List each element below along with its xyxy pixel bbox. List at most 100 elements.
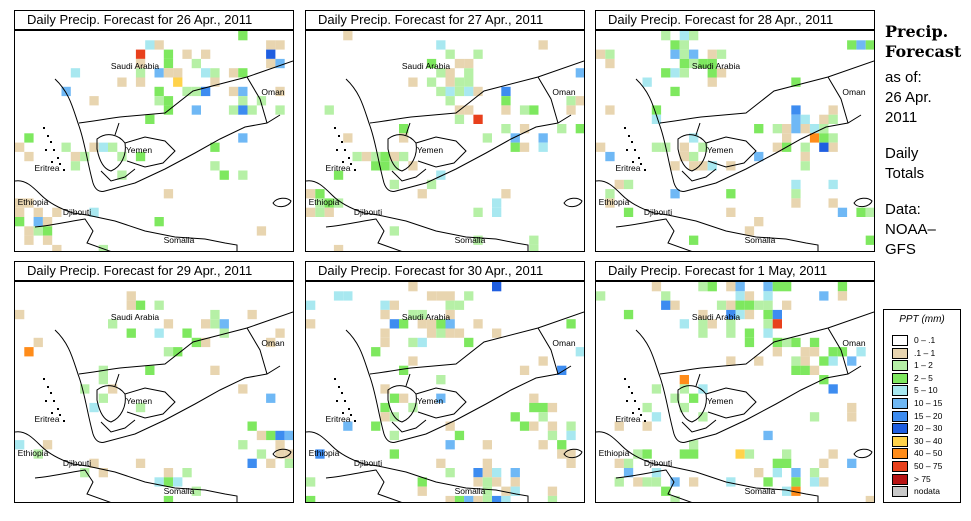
legend-label: 40 – 50: [914, 448, 943, 459]
precip-cell: [201, 86, 211, 97]
precip-cell: [266, 40, 276, 50]
precip-cell: [707, 282, 717, 292]
precip-cell: [238, 86, 248, 97]
precip-cell: [228, 68, 239, 78]
precip-cell: [191, 86, 201, 97]
map-label-oman: Oman: [842, 338, 865, 348]
precip-cell: [501, 495, 511, 502]
precip-cell: [651, 282, 662, 292]
precip-cell: [333, 244, 344, 251]
legend-swatch: [892, 486, 908, 498]
map-svg: Saudi Arabia Oman Yemen Eritrea Ethiopia Djib…: [596, 31, 874, 251]
precip-cell: [726, 477, 736, 487]
precip-cell: [454, 86, 465, 97]
precip-cell: [809, 347, 820, 357]
red-sea-islands: [43, 127, 65, 171]
precip-cell: [819, 477, 829, 487]
oman-border: [246, 76, 268, 124]
precip-cell: [98, 468, 108, 478]
precip-cell: [108, 319, 118, 329]
precip-cell: [651, 105, 662, 115]
precip-cell: [744, 449, 755, 459]
precip-cell: [436, 40, 446, 50]
precip-cell: [782, 124, 792, 134]
djibouti-border: [615, 218, 692, 251]
map-labels: Saudi Arabia Oman Yemen Eritrea Ethiopia Djib…: [599, 312, 866, 496]
map-label-yemen: Yemen: [417, 145, 443, 155]
precip-cell: [510, 133, 520, 143]
precip-cell: [809, 133, 820, 143]
precip-cell: [501, 124, 511, 134]
precip-cell: [445, 495, 455, 502]
precip-cell: [343, 421, 353, 431]
africa-coastline: [15, 431, 238, 502]
precip-cell: [191, 337, 201, 348]
precip-cell: [547, 486, 558, 496]
oman-border: [246, 327, 268, 375]
precip-cell: [399, 133, 409, 143]
precip-cell: [791, 179, 801, 190]
precip-cell: [426, 77, 437, 87]
precip-cell: [828, 179, 838, 190]
precip-cell: [575, 347, 584, 357]
map-svg: Saudi Arabia Oman Yemen Eritrea Ethiopia Djib…: [306, 31, 584, 251]
map-label-saudi: Saudi Arabia: [402, 312, 450, 322]
precip-cell: [464, 58, 474, 69]
asof-date-line1: 26 Apr.: [885, 89, 932, 106]
map-label-djibouti: Djibouti: [644, 458, 672, 468]
precip-cell: [538, 40, 548, 50]
precip-cell: [819, 114, 829, 124]
saudi-yemen-border: [78, 60, 293, 124]
precip-cell: [473, 49, 483, 59]
precip-cell: [679, 58, 689, 69]
precip-cell: [89, 207, 99, 217]
djibouti-border: [325, 218, 402, 251]
africa-coastline: [15, 180, 238, 251]
precip-cell: [454, 328, 465, 338]
precip-cell: [42, 226, 53, 236]
precip-cell: [791, 105, 801, 115]
precip-cell: [33, 207, 43, 217]
forecast-map: Saudi Arabia Oman Yemen Eritrea Ethiopia Djib…: [14, 30, 294, 252]
arabian-coastline: [54, 78, 281, 192]
precip-cell: [417, 319, 427, 329]
precip-cell: [343, 291, 353, 301]
precip-cell: [238, 68, 248, 78]
forecast-panel-5: Daily Precip. Forecast for 30 Apr., 2011…: [305, 261, 585, 503]
precip-cell: [651, 384, 662, 394]
forecast-map: Saudi Arabia Oman Yemen Eritrea Ethiopia Djib…: [595, 30, 875, 252]
precip-cell: [436, 68, 446, 78]
precip-cell: [510, 142, 520, 152]
precip-cell: [689, 49, 699, 59]
precip-cell: [266, 393, 276, 403]
precip-cell: [238, 96, 248, 106]
precip-cell: [135, 49, 146, 59]
precip-cell: [791, 486, 801, 496]
governorates: [705, 136, 757, 168]
precip-cell: [163, 319, 174, 329]
precip-cell: [306, 189, 316, 199]
asof-label: as of:: [885, 69, 922, 86]
precip-cell: [538, 440, 548, 450]
sidebar-info: Precip. Forecast as of: 26 Apr. 2011 Dai…: [885, 22, 969, 260]
precip-cell: [436, 170, 446, 180]
precip-cell: [89, 142, 99, 152]
precip-cell: [679, 449, 689, 459]
arabian-coastline: [345, 329, 572, 443]
precip-cell: [154, 328, 164, 338]
map-label-ethiopia: Ethiopia: [309, 448, 340, 458]
precip-cell: [98, 393, 108, 403]
precip-cell: [464, 291, 474, 301]
precip-cell: [436, 458, 446, 468]
precip-cell: [519, 142, 530, 152]
map-label-somalia: Somalia: [455, 486, 486, 496]
precip-cell: [772, 468, 782, 478]
precip-cell: [856, 347, 866, 357]
legend-label: 1 – 2: [914, 360, 933, 371]
precip-cell: [538, 142, 548, 152]
map-label-somalia: Somalia: [745, 235, 776, 245]
governorates: [681, 373, 717, 433]
forecast-panel-2: Daily Precip. Forecast for 27 Apr., 2011…: [305, 10, 585, 252]
country-borders: [306, 60, 584, 251]
forecast-panel-3: Daily Precip. Forecast for 28 Apr., 2011…: [595, 10, 875, 252]
